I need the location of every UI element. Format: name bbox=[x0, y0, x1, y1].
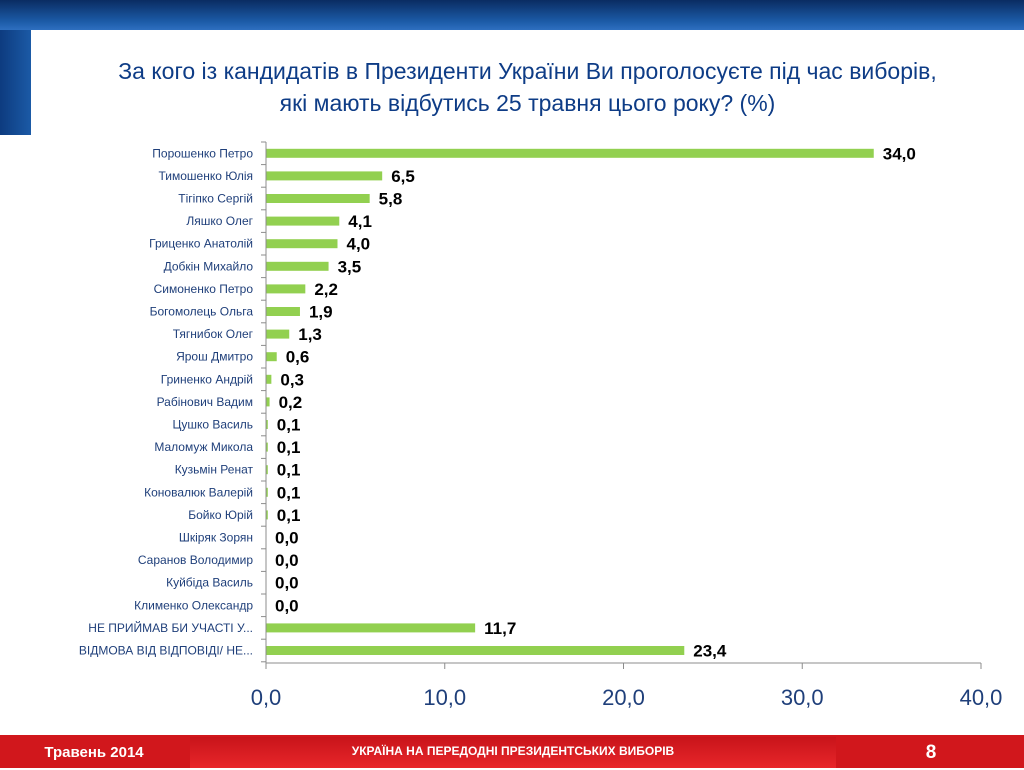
axes: 0,0 10,0 20,0 30,0 40,0 bbox=[251, 141, 1003, 710]
data-label: 0,1 bbox=[277, 416, 301, 435]
footer-title-box: УКРАЇНА НА ПЕРЕДОДНІ ПРЕЗИДЕНТСЬКИХ ВИБО… bbox=[190, 737, 836, 768]
category-label: Клименко Олександр bbox=[134, 598, 253, 612]
category-label: Куйбіда Василь bbox=[166, 576, 253, 590]
category-label: Кузьмін Ренат bbox=[175, 463, 254, 477]
bar bbox=[266, 397, 270, 407]
footer-date: Травень 2014 bbox=[44, 744, 144, 761]
bar bbox=[266, 352, 277, 362]
category-label: НЕ ПРИЙМАВ БИ УЧАСТІ У... bbox=[88, 620, 253, 635]
category-label: Ляшко Олег bbox=[186, 214, 253, 228]
bar-chart: Порошенко Петро 34,0 Тимошенко Юлія 6,5 Тігі… bbox=[79, 141, 1003, 710]
header-band bbox=[0, 0, 1024, 30]
data-label: 6,5 bbox=[391, 167, 415, 186]
category-label: ВІДМОВА ВІД ВІДПОВІДІ/ НЕ... bbox=[79, 644, 253, 658]
category-label: Симоненко Петро bbox=[154, 282, 254, 296]
bar bbox=[266, 374, 272, 384]
data-label: 0,0 bbox=[275, 551, 299, 570]
data-label: 1,3 bbox=[298, 325, 322, 344]
data-label: 0,3 bbox=[280, 370, 304, 389]
data-label: 4,0 bbox=[347, 235, 371, 254]
data-label: 1,9 bbox=[309, 303, 333, 322]
bar bbox=[266, 442, 268, 452]
data-label: 0,1 bbox=[277, 438, 301, 457]
page-number: 8 bbox=[925, 742, 937, 763]
bar bbox=[266, 239, 338, 249]
bar bbox=[266, 510, 268, 520]
bar bbox=[266, 216, 340, 226]
bar bbox=[266, 646, 685, 655]
bar bbox=[266, 284, 306, 294]
category-label: Тігіпко Сергій bbox=[178, 192, 253, 206]
slide-title-line-2: які мають відбутись 25 травня цього року… bbox=[279, 90, 776, 116]
bar bbox=[266, 420, 268, 429]
category-label: Коновалюк Валерій bbox=[144, 485, 253, 499]
data-label: 3,5 bbox=[338, 257, 362, 276]
footer-title: УКРАЇНА НА ПЕРЕДОДНІ ПРЕЗИДЕНТСЬКИХ ВИБО… bbox=[351, 744, 675, 758]
category-label: Тимошенко Юлія bbox=[159, 169, 254, 183]
x-tick-label: 30,0 bbox=[781, 685, 824, 710]
category-label: Бойко Юрій bbox=[188, 508, 253, 522]
footer: Травень 2014 УКРАЇНА НА ПЕРЕДОДНІ ПРЕЗИД… bbox=[0, 735, 1024, 768]
category-label: Цушко Василь bbox=[172, 418, 253, 432]
category-label: Богомолець Ольга bbox=[150, 305, 254, 319]
bar bbox=[266, 171, 383, 181]
data-label: 0,0 bbox=[275, 529, 299, 548]
x-tick-label: 0,0 bbox=[251, 685, 282, 710]
bar bbox=[266, 329, 290, 339]
bar bbox=[266, 261, 329, 271]
data-label: 0,0 bbox=[275, 574, 299, 593]
data-label: 23,4 bbox=[693, 642, 727, 661]
category-label: Добкін Михайло bbox=[164, 259, 254, 273]
slide-title-line-1: За кого із кандидатів в Президенти Украї… bbox=[118, 58, 937, 84]
bar bbox=[266, 487, 268, 497]
category-label: Саранов Володимир bbox=[138, 553, 253, 567]
bars: Порошенко Петро 34,0 Тимошенко Юлія 6,5 Тігі… bbox=[79, 144, 916, 660]
category-label: Гриненко Андрій bbox=[161, 372, 253, 386]
data-label: 2,2 bbox=[314, 280, 338, 299]
bar bbox=[266, 465, 268, 475]
x-tick-label: 20,0 bbox=[602, 685, 645, 710]
bar bbox=[266, 148, 874, 158]
category-label: Шкіряк Зорян bbox=[179, 531, 253, 545]
x-tick-label: 40,0 bbox=[960, 685, 1003, 710]
data-label: 0,1 bbox=[277, 506, 301, 525]
bar bbox=[266, 194, 370, 203]
category-label: Маломуж Микола bbox=[154, 440, 253, 454]
data-label: 0,6 bbox=[286, 348, 310, 367]
bar bbox=[266, 623, 476, 633]
slide-title: За кого із кандидатів в Президенти Украї… bbox=[31, 55, 1024, 119]
data-label: 5,8 bbox=[379, 190, 403, 209]
category-label: Гриценко Анатолій bbox=[149, 237, 253, 251]
category-label: Рабінович Вадим bbox=[157, 395, 253, 409]
data-label: 0,1 bbox=[277, 483, 301, 502]
x-tick-label: 10,0 bbox=[423, 685, 466, 710]
data-label: 11,7 bbox=[484, 619, 516, 638]
data-label: 0,1 bbox=[277, 461, 301, 480]
data-label: 0,0 bbox=[275, 596, 299, 615]
data-label: 34,0 bbox=[883, 144, 916, 163]
bar bbox=[266, 307, 300, 316]
left-accent-band bbox=[0, 30, 31, 135]
data-label: 4,1 bbox=[348, 212, 372, 231]
category-label: Ярош Дмитро bbox=[176, 350, 253, 364]
data-label: 0,2 bbox=[279, 393, 303, 412]
category-label: Тягнибок Олег bbox=[173, 327, 254, 341]
category-label: Порошенко Петро bbox=[152, 146, 253, 160]
